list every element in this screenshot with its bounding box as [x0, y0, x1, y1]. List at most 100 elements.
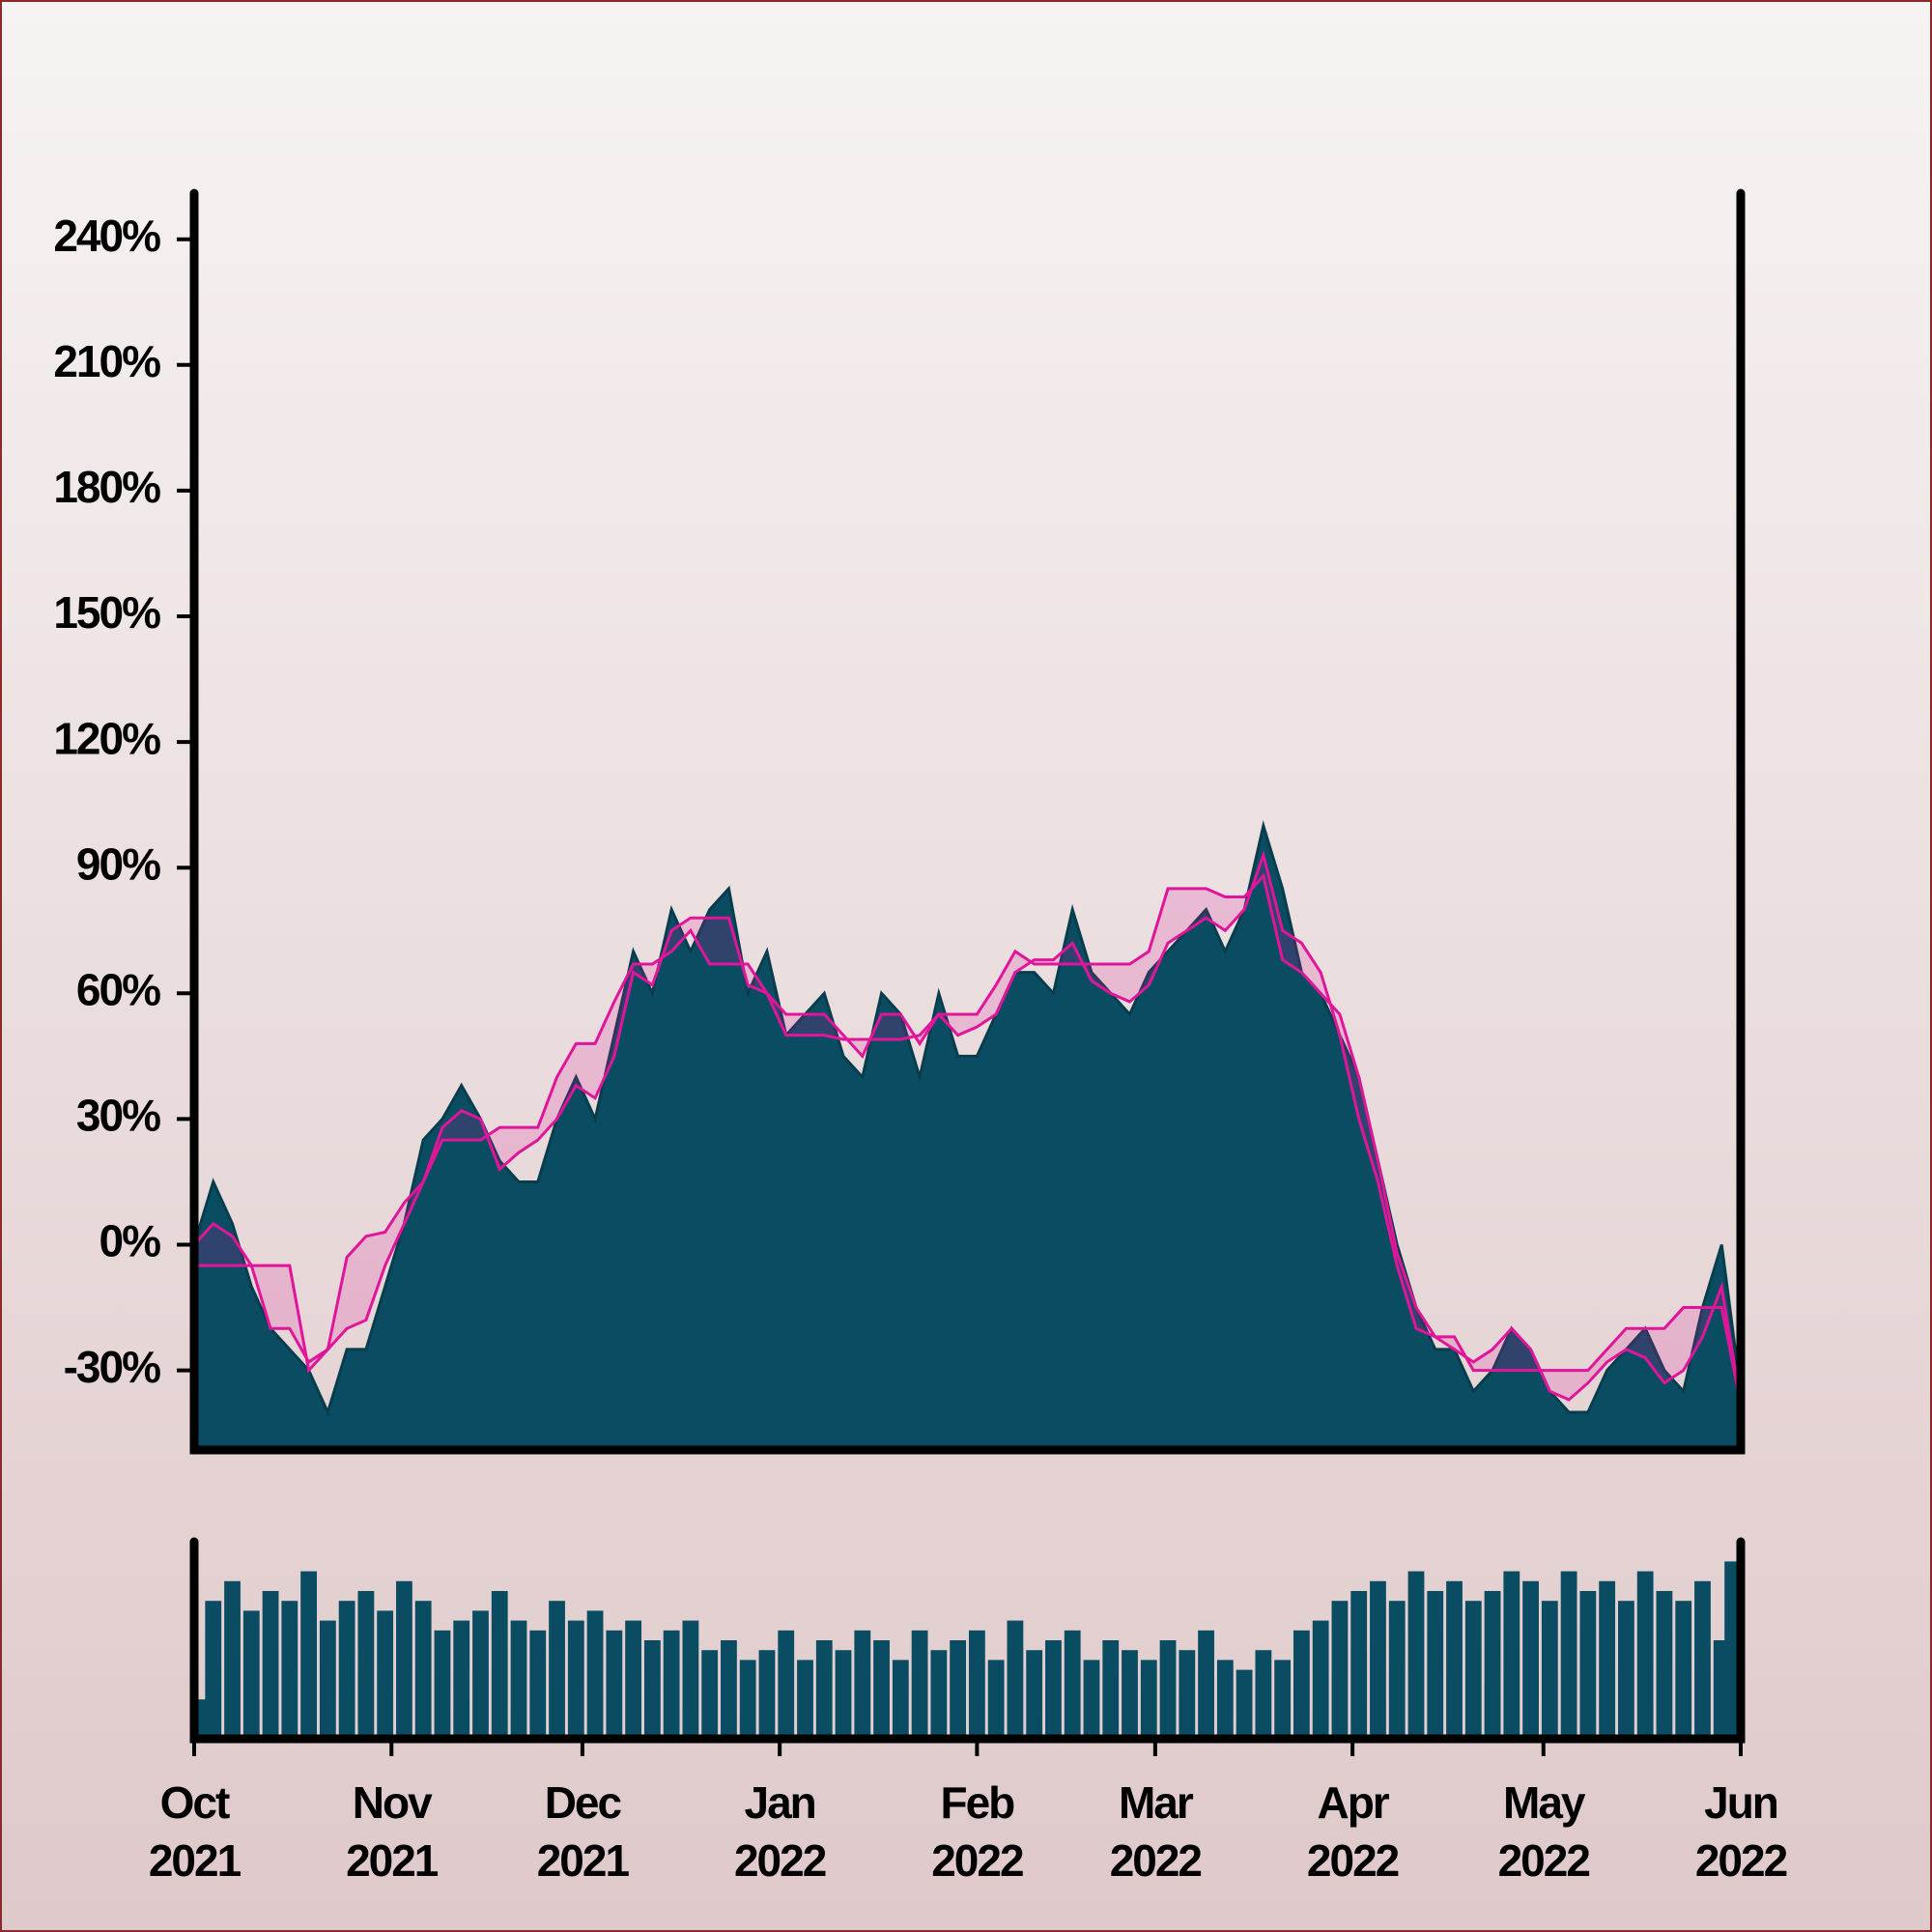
- volume-bar: [1102, 1640, 1120, 1739]
- volume-bar: [1293, 1630, 1310, 1739]
- volume-bar: [377, 1610, 394, 1739]
- volume-bar: [1064, 1630, 1081, 1739]
- volume-bar: [873, 1640, 890, 1739]
- y-tick-label: 240%: [53, 211, 160, 261]
- y-tick-label: 90%: [76, 838, 160, 889]
- y-tick-label: 210%: [53, 336, 160, 386]
- volume-bar: [739, 1660, 756, 1739]
- volume-bar: [396, 1580, 412, 1739]
- volume-bar: [338, 1601, 355, 1739]
- volume-bar: [1484, 1591, 1501, 1739]
- volume-bar: [1159, 1640, 1177, 1739]
- volume-bar: [205, 1601, 222, 1739]
- volume-bar: [1541, 1601, 1558, 1739]
- volume-bar: [510, 1620, 527, 1739]
- volume-bar: [281, 1601, 298, 1739]
- volume-bar: [950, 1640, 967, 1739]
- volume-bar: [1045, 1640, 1062, 1739]
- x-tick-label: Nov 2021: [346, 1777, 439, 1886]
- volume-bar: [1122, 1650, 1138, 1739]
- volume-bar: [1274, 1660, 1292, 1739]
- volume-bar: [1179, 1650, 1196, 1739]
- volume-bar: [472, 1610, 489, 1739]
- band-fill: [194, 855, 1741, 1405]
- volume-bar: [968, 1630, 985, 1739]
- volume-bar: [1236, 1669, 1253, 1739]
- volume-bar: [930, 1650, 948, 1739]
- volume-bar: [911, 1630, 928, 1739]
- volume-bar: [567, 1620, 584, 1739]
- volume-bar: [1522, 1580, 1539, 1739]
- volume-bar: [1312, 1620, 1329, 1739]
- volume-bar: [701, 1650, 719, 1739]
- volume-bar: [663, 1630, 680, 1739]
- volume-bar: [1026, 1650, 1043, 1739]
- volume-bar: [643, 1640, 661, 1739]
- volume-bar: [682, 1620, 699, 1739]
- x-tick-label: Mar 2022: [1109, 1777, 1203, 1886]
- x-tick-label: May 2022: [1497, 1777, 1591, 1886]
- volume-bar: [1388, 1601, 1406, 1739]
- volume-bar: [1198, 1630, 1214, 1739]
- volume-bar: [854, 1630, 871, 1739]
- axis-frame: [189, 1537, 1746, 1744]
- volume-bar: [778, 1630, 795, 1739]
- volume-bar: [835, 1650, 852, 1739]
- volume-bar: [892, 1660, 909, 1739]
- volume-bar: [1636, 1571, 1654, 1739]
- volume-bar: [1579, 1591, 1597, 1739]
- y-tick-label: 120%: [53, 713, 160, 763]
- volume-bar: [721, 1640, 737, 1739]
- axis-frame: [189, 188, 1746, 1455]
- x-tick-label: Oct 2021: [148, 1777, 242, 1886]
- volume-bar: [1140, 1660, 1157, 1739]
- y-tick-label: 180%: [53, 462, 160, 512]
- volume-bar: [987, 1660, 1005, 1739]
- x-tick-label: Jun 2022: [1694, 1777, 1788, 1886]
- volume-bar: [1216, 1660, 1234, 1739]
- volume-bar: [357, 1591, 375, 1739]
- area-line: [192, 819, 1743, 1417]
- volume-bar: [1350, 1591, 1368, 1739]
- volume-bar: [242, 1610, 260, 1739]
- volume-bar: [549, 1601, 565, 1739]
- volume-bar: [1656, 1591, 1673, 1739]
- volume-bar: [1427, 1591, 1444, 1739]
- volume-bar: [625, 1620, 642, 1739]
- volume-bar: [262, 1591, 279, 1739]
- volume-bar: [1007, 1620, 1024, 1739]
- x-tick-label: Jan 2022: [733, 1777, 827, 1886]
- volume-bar: [319, 1620, 336, 1739]
- volume-bar: [491, 1591, 508, 1739]
- y-tick-label: 150%: [53, 587, 160, 638]
- volume-bar: [1370, 1580, 1386, 1739]
- x-tick-label: Apr 2022: [1306, 1777, 1400, 1886]
- volume-bar: [300, 1571, 317, 1739]
- volume-bar: [1446, 1580, 1463, 1739]
- volume-bar: [1694, 1580, 1711, 1739]
- volume-bar: [797, 1660, 813, 1739]
- volume-bar: [1464, 1601, 1482, 1739]
- volume-bar: [1560, 1571, 1577, 1739]
- volume-bar: [606, 1630, 623, 1739]
- volume-bar: [414, 1601, 432, 1739]
- volume-bar: [453, 1620, 470, 1739]
- volume-bar: [815, 1640, 833, 1739]
- y-tick-label: 30%: [76, 1091, 160, 1141]
- volume-bar: [1599, 1580, 1616, 1739]
- volume-bar: [1407, 1571, 1425, 1739]
- volume-bar: [1083, 1660, 1100, 1739]
- volume-bar: [1255, 1650, 1272, 1739]
- volume-bar: [1331, 1601, 1349, 1739]
- volume-bar: [758, 1650, 776, 1739]
- volume-bar: [1675, 1601, 1692, 1739]
- y-tick-label: 0%: [99, 1216, 161, 1266]
- volume-bar: [529, 1630, 547, 1739]
- x-tick-label: Dec 2021: [536, 1777, 630, 1886]
- volume-bar: [224, 1580, 241, 1739]
- volume-bar: [586, 1610, 604, 1739]
- x-tick-label: Feb 2022: [931, 1777, 1024, 1886]
- volume-bar: [1503, 1571, 1520, 1739]
